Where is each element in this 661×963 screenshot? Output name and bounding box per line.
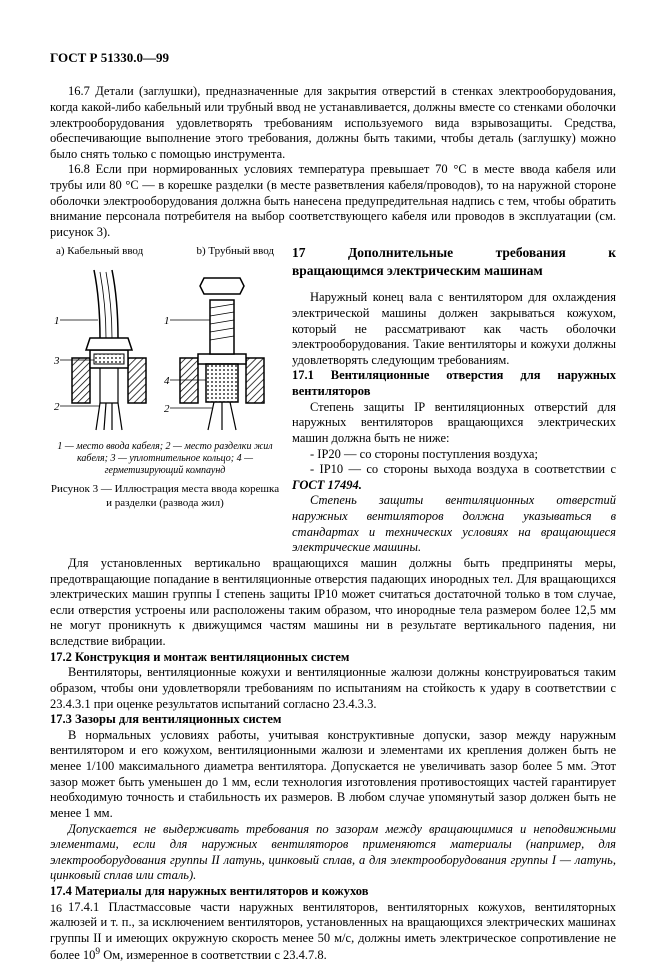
section-17-title-a: 17 Дополнительные требования к xyxy=(292,245,616,262)
para-17-1-note: Степень защиты вентиляционных отверстий … xyxy=(292,493,616,556)
para-ip20: - IP20 — со стороны поступления воздуха; xyxy=(292,447,616,463)
figure-and-section: a) Кабельный ввод b) Трубный ввод xyxy=(50,245,616,556)
figure-label-a: a) Кабельный ввод xyxy=(56,245,143,259)
para-17-2: Вентиляторы, вентиляционные кожухи и вен… xyxy=(50,665,616,712)
page: ГОСТ Р 51330.0—99 16.7 Детали (заглушки)… xyxy=(0,0,661,936)
para-17-intro: Наружный конец вала с вентилятором для о… xyxy=(292,290,616,368)
para-17-4-1: 17.4.1 Пластмассовые части наружных вент… xyxy=(50,900,616,963)
svg-text:1: 1 xyxy=(54,315,60,327)
section-17-column: 17 Дополнительные требования к вращающим… xyxy=(292,245,616,556)
para-17-1: Степень защиты IP вентиляционных отверст… xyxy=(292,400,616,447)
figure-labels: a) Кабельный ввод b) Трубный ввод xyxy=(50,245,280,261)
figure-3: 1 2 3 xyxy=(50,260,280,435)
figure-column: a) Кабельный ввод b) Трубный ввод xyxy=(50,245,280,556)
para-17-3-note: Допускается не выдерживать требования по… xyxy=(50,822,616,885)
para-vertical-machines: Для установленных вертикально вращающихс… xyxy=(50,556,616,650)
para-16-7: 16.7 Детали (заглушки), предназначенные … xyxy=(50,84,616,162)
svg-text:2: 2 xyxy=(54,401,60,413)
figure-caption: Рисунок 3 — Иллюстрация места ввода коре… xyxy=(50,483,280,511)
doc-id: ГОСТ Р 51330.0—99 xyxy=(50,50,616,66)
svg-text:4: 4 xyxy=(164,375,170,387)
svg-text:2: 2 xyxy=(164,403,170,415)
heading-17-3: 17.3 Зазоры для вентиляционных систем xyxy=(50,712,616,728)
para-17-3: В нормальных условиях работы, учитывая к… xyxy=(50,728,616,822)
figure-legend: 1 — место ввода кабеля; 2 — место раздел… xyxy=(50,441,280,477)
heading-17-4: 17.4 Материалы для наружных вентиляторов… xyxy=(50,884,616,900)
para-16-8: 16.8 Если при нормированных условиях тем… xyxy=(50,162,616,240)
svg-text:3: 3 xyxy=(53,355,60,367)
heading-17-1: 17.1 Вентиляционные отверстия для наружн… xyxy=(292,368,616,399)
svg-text:1: 1 xyxy=(164,315,170,327)
page-number: 16 xyxy=(50,901,62,916)
heading-17-2: 17.2 Конструкция и монтаж вентиляционных… xyxy=(50,650,616,666)
section-17-title-b: вращающимся электрическим машинам xyxy=(292,263,616,280)
para-ip10: - IP10 — со стороны выхода воздуха в соо… xyxy=(292,462,616,493)
figure-label-b: b) Трубный ввод xyxy=(196,245,274,259)
